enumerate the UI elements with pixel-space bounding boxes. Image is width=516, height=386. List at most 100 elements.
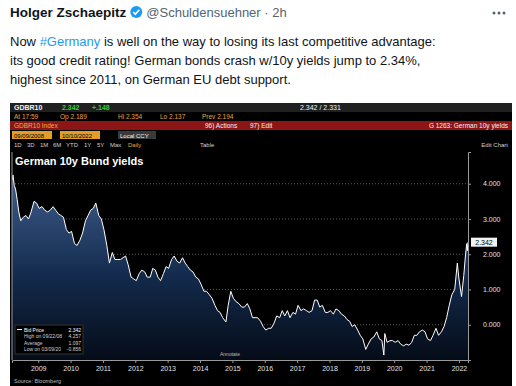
- grid-line: [12, 183, 468, 184]
- tick-mark: [459, 360, 460, 363]
- button[interactable]: 6M: [53, 142, 61, 148]
- tick-label: 2021: [419, 365, 435, 372]
- input-text: Local CCY: [120, 133, 149, 139]
- chart-title: German 10y Bund yields: [15, 155, 143, 167]
- tick-mark: [468, 289, 471, 290]
- input-box[interactable]: [12, 131, 52, 139]
- tick: 2010: [63, 360, 79, 372]
- line: [12, 175, 468, 355]
- tick: 3.000: [468, 216, 501, 223]
- last-value-label: 2.342: [475, 239, 493, 246]
- more-dot[interactable]: [498, 12, 501, 15]
- tweet-line: highest since 2011, on German EU debt su…: [10, 72, 291, 87]
- tick: 2.000: [468, 251, 501, 258]
- legend-value: 4.257: [68, 333, 81, 339]
- tick: 2013: [160, 360, 176, 372]
- legend-box: [15, 325, 83, 354]
- tick-label: 2020: [387, 365, 403, 372]
- tweet-line: Now #Germany is well on the way to losin…: [10, 34, 436, 49]
- tick: 2019: [355, 360, 371, 372]
- legend-value: 1.097: [68, 340, 81, 346]
- frame-line: [12, 152, 13, 360]
- source: Source: Bloomberg: [14, 378, 61, 384]
- badge-circle: [130, 6, 142, 18]
- tick: 2020: [387, 360, 403, 372]
- tick-label: 2015: [225, 365, 241, 372]
- tweet-text: Now: [10, 34, 40, 49]
- button[interactable]: Max: [110, 142, 121, 148]
- annotate-button[interactable]: Annotate: [220, 351, 240, 357]
- axis-line: [13, 361, 469, 364]
- tick-label: 3.000: [483, 216, 501, 223]
- input-box[interactable]: [60, 131, 100, 139]
- button[interactable]: Edit Chart: [481, 142, 508, 148]
- row-bg: [10, 103, 512, 112]
- y-axis: 0.000 1.000 2.000 3.000 4.000: [468, 153, 501, 361]
- button[interactable]: 5Y: [97, 142, 104, 148]
- tick-label: 2013: [160, 365, 176, 372]
- last-value-box: [471, 238, 497, 247]
- tweet-line: its good credit rating! German bonds cra…: [10, 53, 420, 68]
- tick: 4.000: [468, 180, 501, 187]
- menu-item: 96) Actions: [205, 122, 238, 130]
- button[interactable]: Table: [200, 142, 215, 148]
- badge-check: [133, 10, 139, 14]
- tick: 2018: [322, 360, 338, 372]
- quote-detail: At 17:59: [14, 113, 39, 120]
- input-text: 09/09/2008: [14, 133, 45, 139]
- verified-badge: [130, 6, 142, 18]
- button[interactable]: 1D: [14, 142, 22, 148]
- tick-label: 2019: [355, 365, 371, 372]
- quote: 2.342 / 2.331: [300, 104, 341, 111]
- button[interactable]: 1Y: [84, 142, 91, 148]
- button[interactable]: 3D: [27, 142, 35, 148]
- plot-marks: [12, 175, 468, 360]
- menu-item: G 1263: German 10y yields: [429, 122, 509, 130]
- quote: 2.342: [62, 104, 80, 111]
- tick: 2009: [31, 360, 47, 372]
- button[interactable]: Daily: [128, 142, 141, 148]
- tick: 2014: [193, 360, 209, 372]
- hashtag[interactable]: #Germany: [40, 34, 101, 49]
- legend-value: 2.342: [68, 327, 81, 333]
- tick: 2016: [257, 360, 273, 372]
- last-value: 2.342: [471, 238, 497, 247]
- tick-label: 2012: [128, 365, 144, 372]
- author-name: Holger Zschaepitz: [10, 5, 127, 20]
- tick-label: 2010: [63, 365, 79, 372]
- tick-mark: [468, 325, 471, 326]
- tick-mark: [135, 360, 136, 363]
- tick-label: 2009: [31, 365, 47, 372]
- menu-item: 97) Edit: [250, 122, 273, 130]
- quote-detail: Lo 2.137: [160, 113, 186, 120]
- tick: 2015: [225, 360, 241, 372]
- title-band: [10, 121, 512, 130]
- tick-mark: [362, 360, 363, 363]
- tweet-text: is well on the way to losing its last co…: [100, 34, 435, 49]
- legend: Bid Price2.342High on 09/22/084.257Avera…: [15, 325, 83, 354]
- more-dot[interactable]: [503, 12, 506, 15]
- more-dot[interactable]: [493, 12, 496, 15]
- tick: 1.000: [468, 286, 501, 293]
- tick-label: 2022: [452, 365, 468, 372]
- grid-line: [12, 218, 468, 219]
- legend-value: -0.856: [67, 346, 81, 352]
- tick-label: 2017: [290, 365, 306, 372]
- tick-label: 0.000: [483, 321, 501, 328]
- tick: 2011: [96, 360, 111, 372]
- legend-swatch: [17, 329, 22, 330]
- tick-label: 2.000: [483, 251, 501, 258]
- tick-label: 1.000: [483, 286, 501, 293]
- tick-mark: [38, 360, 39, 363]
- tick-mark: [468, 184, 471, 185]
- input-box[interactable]: [118, 131, 156, 139]
- quote-detail: Prev 2.194: [202, 113, 234, 120]
- tick-mark: [232, 360, 233, 363]
- button[interactable]: 1M: [40, 142, 48, 148]
- tick-label: 2018: [322, 365, 338, 372]
- tick-label: 2011: [96, 365, 111, 372]
- tick: 2017: [290, 360, 306, 372]
- handle: @Schuldensuehner · 2h: [146, 5, 286, 20]
- button[interactable]: YTD: [66, 142, 79, 148]
- tick-label: 2014: [193, 365, 209, 372]
